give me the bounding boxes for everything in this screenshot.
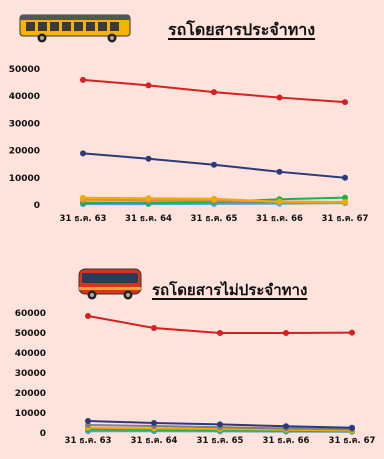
y-tick-label: 20000 xyxy=(9,147,40,157)
x-tick-label: 31 ธ.ค. 63 xyxy=(60,214,107,224)
data-point xyxy=(342,199,348,206)
x-tick-label: 31 ธ.ค. 65 xyxy=(197,436,244,446)
data-point xyxy=(145,155,152,162)
non-fixed-route-bus-chart: 0 10000 20000 30000 40000 50000 60000 31 ธ.ค. 6… xyxy=(15,309,376,446)
data-point xyxy=(80,150,86,157)
data-point xyxy=(276,168,283,175)
x-tick-label: 31 ธ.ค. 67 xyxy=(329,436,376,446)
y-tick-label: 10000 xyxy=(9,174,40,184)
x-tick-label: 31 ธ.ค. 66 xyxy=(256,214,303,224)
x-tick-label: 31 ธ.ค. 63 xyxy=(65,436,112,446)
data-point xyxy=(283,423,289,430)
data-point xyxy=(80,76,86,83)
data-point xyxy=(342,174,348,181)
data-point xyxy=(276,198,283,205)
data-point xyxy=(211,89,217,96)
x-tick-label: 31 ธ.ค. 64 xyxy=(131,436,178,446)
y-tick-label: 60000 xyxy=(15,309,46,319)
data-point xyxy=(151,420,157,426)
chart-title-fixed-route: รถโดยสารประจำทาง xyxy=(168,20,316,39)
y-tick-label: 10000 xyxy=(15,409,46,419)
data-point xyxy=(85,313,91,319)
yellow-bus-icon xyxy=(19,14,131,43)
y-tick-label: 50000 xyxy=(15,329,46,339)
data-point xyxy=(342,194,348,201)
y-tick-label: 0 xyxy=(40,429,46,439)
y-tick-label: 30000 xyxy=(9,119,40,129)
red-coach-bus-icon xyxy=(78,268,142,300)
y-tick-label: 30000 xyxy=(15,369,46,379)
data-point xyxy=(217,421,223,428)
chart-title-non-fixed-route: รถโดยสารไม่ประจำทาง xyxy=(152,281,308,299)
data-point xyxy=(349,329,355,336)
data-point xyxy=(211,161,217,168)
data-point xyxy=(145,82,152,89)
data-point xyxy=(283,330,289,336)
data-point xyxy=(80,194,86,201)
x-tick-label: 31 ธ.ค. 64 xyxy=(125,214,172,224)
data-point xyxy=(217,330,223,336)
y-tick-label: 50000 xyxy=(9,65,40,75)
y-tick-label: 40000 xyxy=(9,92,40,102)
data-point xyxy=(145,195,152,202)
x-tick-label: 31 ธ.ค. 65 xyxy=(191,214,238,224)
y-tick-label: 0 xyxy=(34,201,40,211)
data-point xyxy=(211,195,217,202)
y-tick-label: 40000 xyxy=(15,349,46,359)
y-tick-label: 20000 xyxy=(15,389,46,399)
x-tick-label: 31 ธ.ค. 66 xyxy=(263,436,310,446)
data-point xyxy=(276,94,283,101)
data-point xyxy=(85,418,91,424)
data-point xyxy=(349,424,355,431)
fixed-route-bus-chart: 0 10000 20000 30000 40000 50000 31 ธ.ค. 63 31 ธ… xyxy=(9,65,369,224)
data-point xyxy=(342,99,348,106)
data-point xyxy=(151,325,157,331)
x-tick-label: 31 ธ.ค. 67 xyxy=(322,214,369,224)
